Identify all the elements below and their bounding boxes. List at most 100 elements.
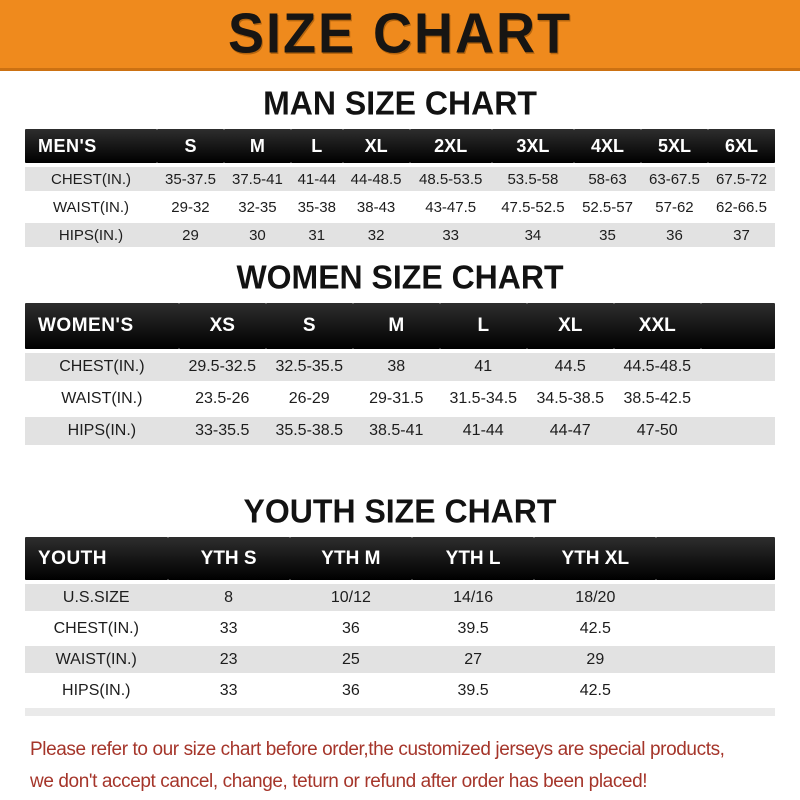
cell: 33 (167, 615, 290, 642)
cell: 57-62 (640, 195, 708, 219)
men-heading: MAN SIZE CHART (263, 84, 537, 122)
cell: 8 (167, 584, 290, 611)
cell: 26-29 (265, 385, 353, 413)
cell: 14/16 (411, 584, 535, 611)
spacer-cell (700, 303, 775, 349)
youth-ussize-row: U.S.SIZE 8 10/12 14/16 18/20 (25, 584, 775, 611)
youth-section: YOUTH SIZE CHART YOUTH YTH S YTH M YTH L… (0, 492, 800, 716)
cell: 23 (167, 646, 290, 673)
spacer-cell (700, 385, 775, 413)
row-label: WAIST(IN.) (25, 646, 168, 673)
cell: 39.5 (411, 677, 535, 704)
cell: 36 (289, 615, 412, 642)
cell: 29 (534, 646, 657, 673)
cell: 58-63 (574, 167, 641, 191)
cell: 27 (411, 646, 535, 673)
youth-waist-row: WAIST(IN.) 23 25 27 29 (25, 646, 775, 673)
women-table: WOMEN'S XS S M L XL XXL CHEST(IN.) 29.5-… (25, 299, 775, 449)
men-column-header: M (223, 129, 291, 163)
cell: 32-35 (223, 195, 291, 219)
men-chest-row: CHEST(IN.) 35-37.5 37.5-41 41-44 44-48.5… (25, 167, 775, 191)
cell: 35-38 (290, 195, 343, 219)
row-label: CHEST(IN.) (25, 615, 168, 642)
youth-header-row: YOUTH YTH S YTH M YTH L YTH XL (25, 537, 775, 580)
row-label: CHEST(IN.) (25, 167, 157, 191)
table-bottom-strip (25, 708, 775, 716)
spacer-cell (700, 353, 775, 381)
youth-column-header: YTH S (167, 537, 290, 580)
cell: 47.5-52.5 (491, 195, 575, 219)
cell: 25 (289, 646, 412, 673)
cell: 32 (342, 223, 410, 247)
cell: 29 (157, 223, 224, 247)
youth-column-header: YTH XL (534, 537, 657, 580)
cell: 29-32 (157, 195, 224, 219)
cell: 36 (640, 223, 708, 247)
row-label: CHEST(IN.) (25, 353, 179, 381)
women-heading: WOMEN SIZE CHART (236, 258, 564, 296)
cell: 38 (352, 353, 440, 381)
cell: 37.5-41 (223, 167, 291, 191)
row-label: WAIST(IN.) (25, 195, 157, 219)
youth-column-header: YTH M (289, 537, 412, 580)
women-section: WOMEN SIZE CHART WOMEN'S XS S M L XL XXL (0, 258, 800, 449)
cell: 44-48.5 (342, 167, 410, 191)
men-waist-row: WAIST(IN.) 29-32 32-35 35-38 38-43 43-47… (25, 195, 775, 219)
cell: 53.5-58 (491, 167, 575, 191)
spacer-cell (656, 646, 775, 673)
cell: 41-44 (290, 167, 343, 191)
women-hips-row: HIPS(IN.) 33-35.5 35.5-38.5 38.5-41 41-4… (25, 417, 775, 445)
disclaimer-line-2: we don't accept cancel, change, teturn o… (30, 771, 648, 792)
cell: 42.5 (534, 677, 657, 704)
youth-heading: YOUTH SIZE CHART (243, 492, 557, 530)
men-table-label: MEN'S (25, 129, 157, 163)
spacer-cell (700, 417, 775, 445)
cell: 37 (707, 223, 775, 247)
cell: 41 (439, 353, 527, 381)
cell: 39.5 (411, 615, 535, 642)
women-chest-row: CHEST(IN.) 29.5-32.5 32.5-35.5 38 41 44.… (25, 353, 775, 381)
cell: 35-37.5 (157, 167, 224, 191)
youth-hips-row: HIPS(IN.) 33 36 39.5 42.5 (25, 677, 775, 704)
cell: 33-35.5 (178, 417, 266, 445)
cell: 32.5-35.5 (265, 353, 353, 381)
cell: 38.5-41 (352, 417, 440, 445)
women-column-header: S (265, 303, 353, 349)
cell: 48.5-53.5 (409, 167, 492, 191)
cell: 23.5-26 (178, 385, 266, 413)
men-column-header: 6XL (707, 129, 775, 163)
women-table-label: WOMEN'S (25, 303, 179, 349)
cell: 44.5-48.5 (613, 353, 701, 381)
youth-chest-row: CHEST(IN.) 33 36 39.5 42.5 (25, 615, 775, 642)
men-column-header: 5XL (640, 129, 708, 163)
cell: 42.5 (534, 615, 657, 642)
men-table: MEN'S S M L XL 2XL 3XL 4XL 5XL 6XL CHEST… (25, 125, 775, 251)
cell: 38.5-42.5 (613, 385, 701, 413)
cell: 43-47.5 (409, 195, 492, 219)
row-label: WAIST(IN.) (25, 385, 179, 413)
men-column-header: 4XL (574, 129, 641, 163)
banner: SIZE CHART (0, 0, 800, 71)
cell: 30 (223, 223, 291, 247)
women-column-header: L (439, 303, 527, 349)
spacer-cell (656, 584, 775, 611)
cell: 18/20 (534, 584, 657, 611)
women-header-row: WOMEN'S XS S M L XL XXL (25, 303, 775, 349)
men-column-header: 3XL (491, 129, 575, 163)
row-label: U.S.SIZE (25, 584, 168, 611)
row-label: HIPS(IN.) (25, 677, 168, 704)
cell: 52.5-57 (574, 195, 641, 219)
cell: 36 (289, 677, 412, 704)
women-waist-row: WAIST(IN.) 23.5-26 26-29 29-31.5 31.5-34… (25, 385, 775, 413)
men-hips-row: HIPS(IN.) 29 30 31 32 33 34 35 36 37 (25, 223, 775, 247)
women-column-header: M (352, 303, 440, 349)
cell: 31 (290, 223, 343, 247)
disclaimer-line-1: Please refer to our size chart before or… (30, 739, 725, 760)
women-column-header: XS (178, 303, 266, 349)
cell: 44.5 (526, 353, 614, 381)
cell: 10/12 (289, 584, 412, 611)
men-column-header: S (157, 129, 224, 163)
cell: 33 (409, 223, 492, 247)
cell: 34 (491, 223, 575, 247)
cell: 41-44 (439, 417, 527, 445)
